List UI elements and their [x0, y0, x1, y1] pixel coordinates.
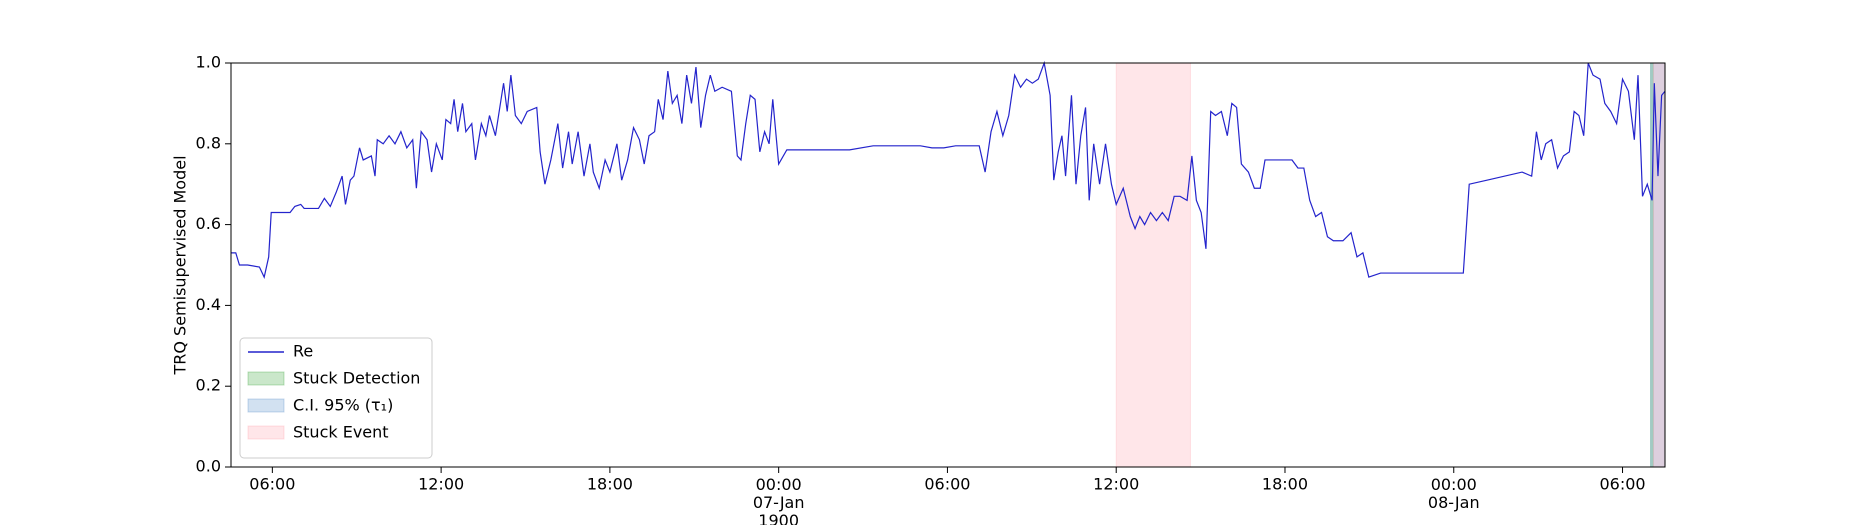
y-tick-label: 0.0 [196, 457, 221, 476]
legend-box [239, 337, 433, 459]
legend-swatch [247, 425, 285, 440]
y-tick-label: 0.8 [196, 133, 221, 152]
y-tick-label: 0.6 [196, 214, 221, 233]
x-tick-label: 12:00 [1093, 475, 1139, 494]
legend-label: Stuck Event [293, 423, 389, 442]
x-tick-label: 00:00 07-Jan 1900 [753, 475, 805, 525]
legend-label: C.I. 95% (τ₁) [293, 396, 393, 415]
x-tick-label: 18:00 [1262, 475, 1308, 494]
y-tick-label: 0.4 [196, 295, 221, 314]
y-tick-label: 1.0 [196, 53, 221, 72]
legend-label: Re [293, 342, 313, 361]
plot-frame [230, 62, 1666, 468]
x-tick-label: 00:00 08-Jan [1428, 475, 1480, 512]
legend-swatch [247, 398, 285, 413]
shaded-span [1652, 62, 1666, 468]
y-axis-label: TRQ Semisupervised Model [171, 155, 190, 375]
x-tick-label: 06:00 [249, 475, 295, 494]
x-tick-label: 18:00 [587, 475, 633, 494]
x-tick-label: 12:00 [418, 475, 464, 494]
legend-label: Stuck Detection [293, 369, 420, 388]
shaded-span [1115, 62, 1191, 468]
y-tick-label: 0.2 [196, 376, 221, 395]
x-tick-label: 06:00 [1599, 475, 1645, 494]
x-tick-label: 06:00 [924, 475, 970, 494]
legend: Re Stuck Detection C.I. 95% (τ₁) Stuck Even… [239, 337, 433, 459]
data-line [231, 60, 1666, 279]
legend-swatch [247, 371, 285, 386]
